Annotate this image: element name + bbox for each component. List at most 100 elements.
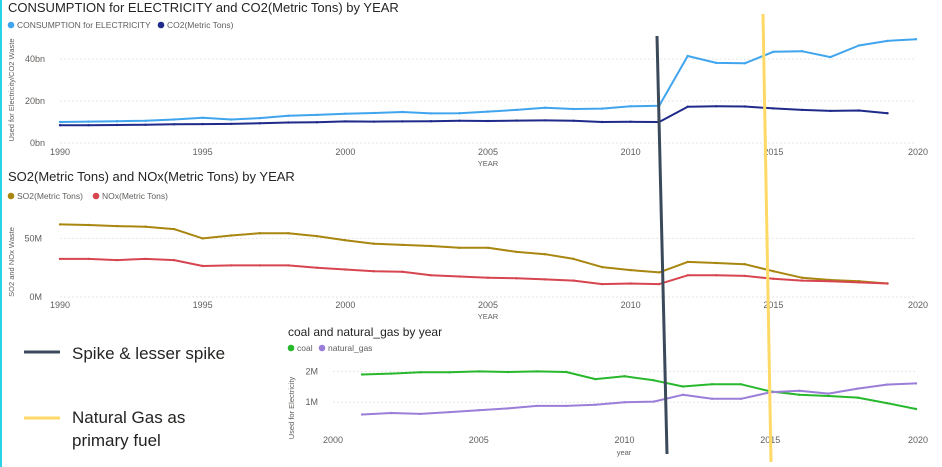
chart1-x-axis-label: YEAR [478,159,499,168]
chart3-series-2-point [535,404,539,408]
chart1-x-ticks: 1990 1995 2000 2005 2010 2015 2020 [50,147,928,157]
chart3-series-2-point [652,400,655,403]
chart2-x-tick-label: 2020 [908,300,928,310]
chart2-series-2-point [372,270,376,273]
chart1-series-1-point [829,55,832,59]
natural-gas-legend-label-line-2: primary fuel [72,431,161,450]
chart1-series-1-point [515,108,518,112]
chart3-series-2-point [448,410,451,414]
chart3-series-line-2 [361,382,917,416]
chart1-series-2-point [201,122,204,126]
chart1-series-2-point [87,124,90,127]
chart2-series-2-point [401,270,404,273]
chart2-series-1-point [743,263,746,266]
chart2-series-2-point [287,264,290,267]
chart3-series-2-point [594,403,597,406]
chart2-series-2-point [201,264,204,268]
chart3-legend-marker-1 [287,344,295,352]
chart2-series-2-point [258,264,261,267]
chart-so2-nox: SO2(Metric Tons) and NOx(Metric Tons) by… [7,169,928,321]
chart2-x-ticks: 1990 1995 2000 2005 2010 2015 2020 [50,300,928,310]
chart3-series-2-point [360,413,364,416]
chart2-series-2-point [429,274,433,277]
chart1-gridlines [60,58,916,144]
chart2-series-2-point [715,274,718,277]
chart3-series-1-point [681,385,684,388]
chart3-y-tick-label: 1M [305,397,318,407]
chart2-y-ticks: 0M 50M [24,233,42,302]
chart1-series-2-point [515,119,518,122]
chart1-series-2-point [287,121,290,124]
chart2-series-1-point [629,268,632,272]
chart1-y-tick-label: 0bn [30,138,45,148]
chart3-series-1-point [506,370,510,374]
chart3-title: coal and natural_gas by year [288,325,442,339]
chart2-series-1-point [115,224,119,228]
chart2-series-2-point [58,257,62,261]
chart2-x-axis-label: YEAR [478,312,499,321]
chart3-series-1-point [914,407,918,411]
chart2-series-2-point [172,258,176,262]
chart1-series-1-point [629,105,632,108]
chart1-legend-label-2: CO2(Metric Tons) [167,20,234,30]
natural-gas-legend-label-line-1: Natural Gas as [72,408,185,427]
chart3-series-2-point [827,392,830,395]
chart2-series-2-point [743,274,746,278]
chart2-series-2-point [458,275,461,278]
chart1-y-axis-label: Used for Electricity/CO2 Waste [7,38,16,141]
chart-coal-natural-gas: coal and natural_gas by year coal natura… [287,325,928,457]
chart1-y-tick-label: 20bn [25,96,45,106]
chart3-series-1-point [623,375,626,378]
chart1-series-2-point [486,119,490,123]
chart2-legend-marker-2 [92,192,100,200]
chart1-series-2-point [743,105,746,108]
chart1-series-1-point [201,116,204,120]
chart2-series-1-point [230,234,233,237]
chart2-series-1-point [258,232,261,235]
chart1-series-1-point [857,44,861,47]
spike-legend-label: Spike & lesser spike [72,344,225,363]
chart1-series-1-point [429,112,433,115]
chart2-x-tick-label: 1995 [193,300,213,310]
chart2-x-tick-label: 2000 [335,300,355,310]
chart1-x-tick-label: 2010 [621,147,641,157]
chart1-series-1-point [315,113,318,117]
chart2-series-1-point [287,232,290,235]
chart1-series-2-point [372,120,376,123]
chart2-series-2-point [572,279,575,282]
chart1-x-tick-label: 2005 [478,147,498,157]
chart1-series-2-point [715,105,718,108]
chart2-series-1-point [58,223,62,226]
chart2-series-2-point [772,277,775,280]
chart3-legend-marker-2 [318,344,326,352]
natural-gas-marker-line [761,13,773,463]
chart3-series-2-point [885,383,889,386]
chart1-x-tick-label: 2020 [908,147,928,157]
chart2-series-1-point [658,271,661,274]
chart2-series-2-point [800,279,804,282]
chart3-legend-label-1: coal [297,343,313,353]
chart1-series-2-point [401,120,404,123]
chart1-series-2-point [829,109,832,113]
chart2-series-2-point [144,257,147,261]
chart1-series-1-point [372,111,376,115]
chart3-series-1-point [594,377,597,381]
chart3-series-2-point [739,397,743,400]
chart1-series-2-point [230,122,233,126]
chart2-series-1-point [458,246,461,249]
chart1-series-1-point [715,61,718,65]
chart2-series-2-point [600,282,604,286]
chart2-series-2-point [686,274,689,277]
chart1-series-1-point [572,107,575,111]
chart1-series-2-point [315,121,318,124]
chart1-series-2-point [144,123,147,127]
chart3-x-axis-label: year [617,448,632,457]
chart2-series-1-point [344,239,347,242]
chart2-series-1-point [144,225,147,228]
chart3-series-1-point [710,383,714,386]
chart2-series-1-point [715,261,718,265]
chart1-series-line-2 [59,105,889,127]
chart3-series-1-point [360,373,364,376]
left-edge-accent [0,0,2,467]
